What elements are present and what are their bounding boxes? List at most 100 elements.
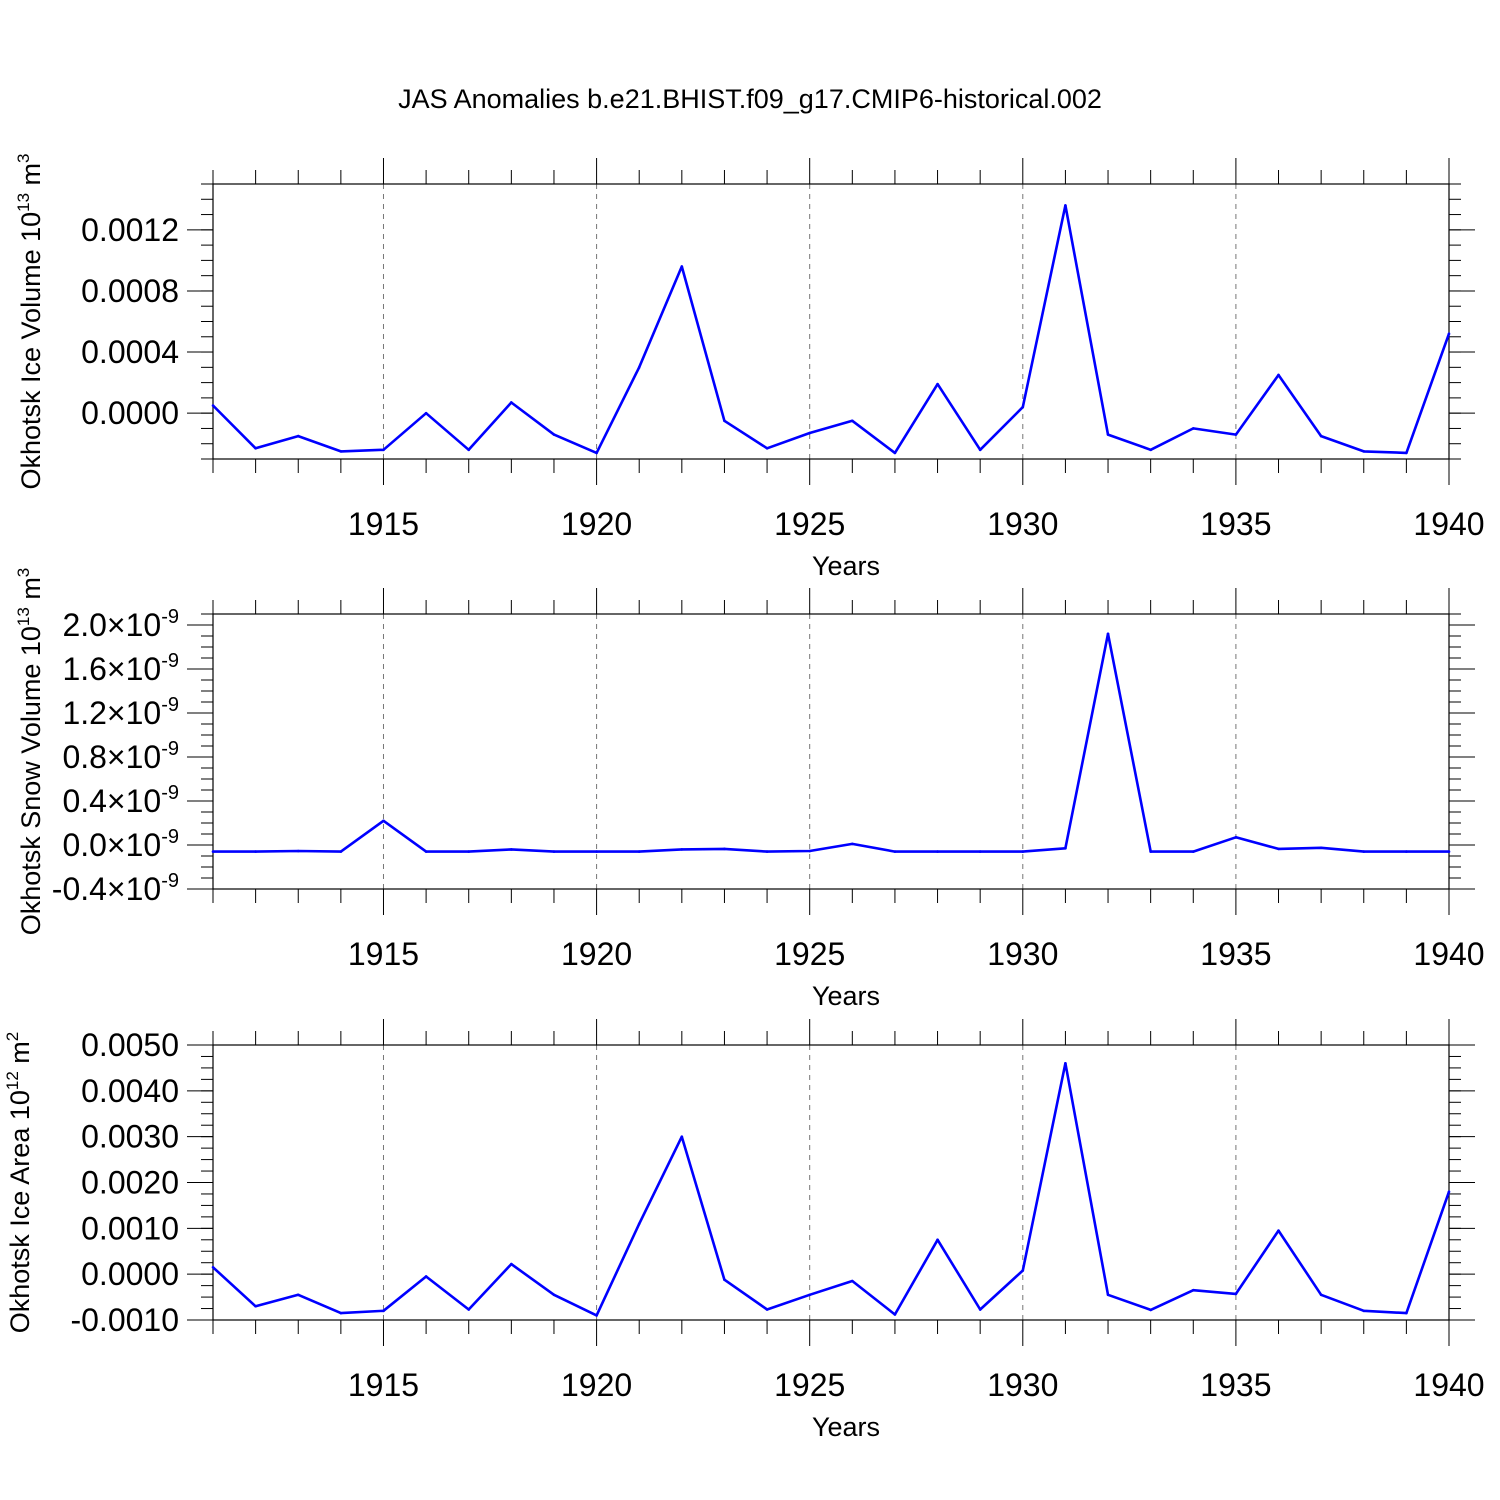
x-tick-label: 1930 — [987, 1367, 1058, 1403]
data-point — [1149, 448, 1152, 452]
data-point — [1234, 1292, 1238, 1296]
data-point — [936, 382, 939, 386]
data-point — [424, 1275, 428, 1278]
x-tick-label: 1920 — [561, 936, 632, 972]
data-point — [1064, 204, 1067, 207]
y-tick-label: 0.0010 — [81, 1210, 179, 1246]
data-point — [765, 447, 769, 450]
data-point — [936, 1238, 939, 1242]
data-point — [1191, 850, 1195, 853]
data-point — [467, 1308, 471, 1311]
y-tick-label: -0.4×10-9 — [52, 870, 179, 907]
data-point — [1106, 1293, 1110, 1297]
data-point — [1021, 850, 1025, 853]
data-point — [808, 849, 811, 853]
data-point — [510, 848, 513, 851]
data-point — [1362, 1309, 1366, 1313]
x-tick-label: 1935 — [1200, 1367, 1271, 1403]
x-tick-label: 1925 — [774, 1367, 845, 1403]
data-point — [1149, 1308, 1152, 1312]
data-point — [1319, 434, 1323, 438]
data-point — [1064, 847, 1067, 850]
x-tick-label: 1915 — [348, 936, 419, 972]
data-point — [723, 1278, 726, 1281]
data-point — [808, 431, 811, 435]
data-point — [254, 850, 257, 853]
x-tick-label: 1925 — [774, 936, 845, 972]
y-tick-label: 2.0×10-9 — [62, 606, 179, 643]
data-point — [552, 850, 556, 853]
x-axis-label: Years — [812, 551, 880, 581]
y-tick-label: 0.0×10-9 — [62, 826, 179, 863]
data-point — [893, 1313, 897, 1316]
y-tick-label: -0.0010 — [70, 1302, 179, 1338]
data-point — [1277, 1229, 1280, 1232]
data-point — [1405, 451, 1408, 455]
data-point — [510, 1262, 513, 1266]
data-point — [978, 850, 982, 853]
data-point — [1106, 433, 1110, 436]
plot-frame — [212, 183, 1450, 460]
plot-frame — [212, 613, 1450, 890]
x-tick-label: 1925 — [774, 506, 845, 542]
panel-1: 1915 1920 1925 1930 1935 1940 0.0000 0.0004 0.00… — [14, 153, 1485, 581]
data-point — [1277, 847, 1280, 851]
data-point — [680, 1135, 684, 1138]
y-axis-label: Okhotsk Ice Volume 1013 m3 — [14, 153, 46, 489]
data-point — [1191, 427, 1195, 430]
series-line — [212, 204, 1451, 455]
x-tick-label: 1930 — [987, 506, 1058, 542]
y-tick-label: 0.0030 — [81, 1119, 179, 1155]
data-point — [382, 819, 385, 823]
data-point — [1277, 373, 1280, 377]
x-tick-label: 1940 — [1413, 936, 1484, 972]
data-point — [1405, 850, 1408, 853]
data-point — [382, 448, 385, 452]
data-point — [1447, 850, 1451, 853]
data-point — [211, 1265, 215, 1269]
panels-group: 1915 1920 1925 1930 1935 1940 0.0000 0.0004 0.00… — [3, 153, 1485, 1442]
data-point — [680, 848, 684, 851]
data-point — [1064, 1062, 1067, 1065]
data-point — [1149, 850, 1152, 853]
data-point — [424, 411, 428, 415]
y-tick-label: 0.0020 — [81, 1165, 179, 1201]
data-point — [467, 850, 471, 853]
data-point — [723, 847, 726, 851]
data-point — [254, 447, 257, 450]
data-point — [1191, 1288, 1195, 1292]
y-tick-label: 0.0000 — [81, 395, 179, 431]
chart-title: JAS Anomalies b.e21.BHIST.f09_g17.CMIP6-… — [398, 84, 1102, 114]
data-point — [637, 850, 641, 853]
data-point — [1362, 450, 1366, 453]
data-point — [1447, 1190, 1451, 1193]
x-tick-label: 1940 — [1413, 506, 1484, 542]
data-point — [211, 404, 215, 407]
panel-2: 1915 1920 1925 1930 1935 1940 -0.4×10-9 0.0×10-… — [14, 568, 1485, 1011]
x-tick-label: 1915 — [348, 506, 419, 542]
x-tick-label: 1930 — [987, 936, 1058, 972]
y-tick-label: 1.2×10-9 — [62, 694, 179, 731]
x-tick-label: 1935 — [1200, 936, 1271, 972]
x-tick-label: 1940 — [1413, 1367, 1484, 1403]
y-tick-label: 0.0000 — [81, 1256, 179, 1292]
data-point — [339, 450, 343, 453]
plot-frame — [212, 1044, 1450, 1321]
data-point — [893, 451, 897, 455]
data-point — [808, 1293, 811, 1297]
data-point — [211, 850, 215, 853]
data-point — [1106, 632, 1110, 636]
data-point — [851, 1279, 854, 1283]
data-point — [595, 451, 598, 455]
data-point — [1319, 846, 1323, 850]
x-tick-label: 1920 — [561, 1367, 632, 1403]
data-point — [339, 850, 343, 853]
y-tick-label: 0.0040 — [81, 1073, 179, 1109]
data-point — [424, 850, 428, 853]
data-point — [1405, 1311, 1408, 1315]
y-axis-label: Okhotsk Snow Volume 1013 m3 — [14, 568, 46, 936]
data-point — [552, 1293, 556, 1297]
data-point — [339, 1311, 343, 1315]
x-tick-label: 1920 — [561, 506, 632, 542]
